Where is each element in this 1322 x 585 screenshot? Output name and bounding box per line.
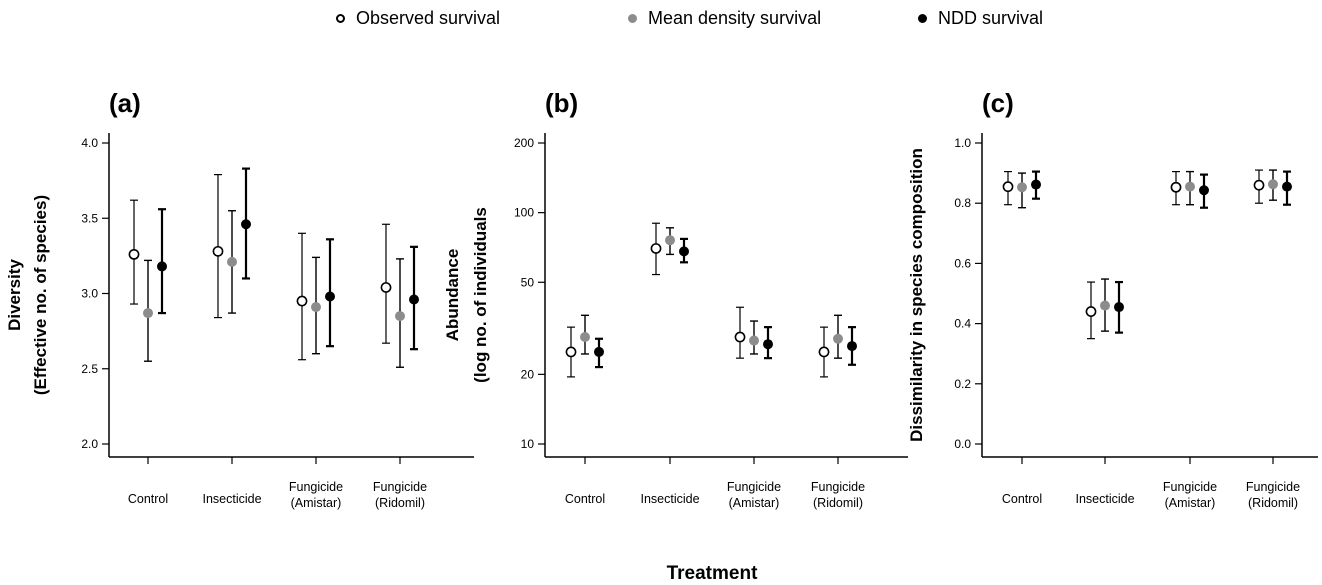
point-observed (1085, 306, 1097, 317)
y-tick-label: 20 (521, 367, 535, 381)
point-mean (311, 302, 321, 313)
point-ndd (594, 346, 604, 357)
y-tick-label: 2.0 (81, 437, 98, 451)
y-tick-label: 1.0 (954, 136, 971, 150)
x-tick-label: Control (565, 492, 605, 506)
x-tick-label: Control (128, 492, 168, 506)
x-tick-label: Insecticide (202, 492, 261, 506)
point-observed (380, 282, 392, 293)
point-mean (665, 235, 675, 246)
point-mean (1017, 182, 1027, 193)
y-axis-label: Diversity (5, 259, 24, 331)
point-mean (1185, 181, 1195, 192)
x-tick-label: Fungicide (373, 480, 427, 494)
y-tick-label: 200 (514, 136, 534, 150)
point-ndd (157, 261, 167, 272)
x-tick-label: (Ridomil) (375, 496, 425, 510)
legend-label-mean: Mean density survival (648, 8, 822, 28)
x-tick-label: Fungicide (727, 480, 781, 494)
ndd-survival-marker-icon (918, 13, 927, 23)
point-ndd (241, 219, 251, 230)
point-mean (1100, 300, 1110, 311)
x-tick-label: (Ridomil) (813, 496, 863, 510)
y-tick-label: 50 (521, 275, 535, 289)
panel-label: (b) (545, 88, 578, 118)
x-tick-label: Fungicide (289, 480, 343, 494)
point-observed (128, 248, 140, 260)
y-tick-label: 0.8 (954, 196, 971, 210)
point-mean (395, 311, 405, 322)
panel-label: (a) (109, 88, 141, 118)
observed-survival-marker-icon (336, 13, 345, 23)
y-tick-label: 0.2 (954, 377, 971, 391)
point-mean (833, 333, 843, 344)
point-ndd (1031, 179, 1041, 190)
x-tick-label: Fungicide (811, 480, 865, 494)
point-observed (1253, 179, 1265, 191)
y-tick-label: 2.5 (81, 362, 98, 376)
y-tick-label: 3.0 (81, 287, 98, 301)
x-tick-label: Control (1002, 492, 1042, 506)
y-tick-label: 4.0 (81, 136, 98, 150)
point-ndd (679, 246, 689, 257)
x-tick-label: Fungicide (1246, 480, 1300, 494)
legend-label-observed: Observed survival (356, 8, 501, 28)
x-tick-label: (Ridomil) (1248, 496, 1298, 510)
x-tick-label: (Amistar) (729, 496, 780, 510)
panel-label: (c) (982, 88, 1014, 118)
panel-b: 10 20 50 100 200 Control Insecticide Fungicide (… (443, 88, 908, 510)
point-ndd (1282, 181, 1292, 192)
legend-label-ndd: NDD survival (938, 8, 1044, 28)
panel-c: 0.0 0.2 0.4 0.6 0.8 1.0 Control Insecticide Fung… (907, 88, 1318, 510)
point-mean (749, 335, 759, 346)
point-observed (650, 243, 662, 254)
legend: Observed survival Mean density survival … (0, 8, 1322, 30)
y-tick-label: 0.6 (954, 256, 971, 270)
y-axis-label: (Effective no. of species) (31, 195, 50, 395)
point-observed (734, 331, 746, 343)
point-observed (818, 346, 830, 358)
y-tick-label: 0.0 (954, 437, 971, 451)
point-ndd (763, 339, 773, 350)
x-axis-title: Treatment (667, 563, 758, 584)
point-observed (212, 245, 224, 257)
panel-a: 2.0 2.5 3.0 3.5 4.0 Control Insecticide Fungici… (5, 88, 474, 510)
y-axis-label: Abundance (443, 249, 462, 342)
point-ndd (325, 291, 335, 302)
y-tick-label: 10 (521, 437, 535, 451)
point-mean (143, 308, 153, 319)
point-ndd (1114, 302, 1124, 313)
point-mean (1268, 179, 1278, 190)
point-observed (296, 295, 308, 307)
point-mean (580, 332, 590, 343)
y-tick-label: 3.5 (81, 211, 98, 225)
legend-item-mean: Mean density survival (628, 8, 821, 28)
point-observed (1170, 181, 1182, 193)
x-tick-label: Insecticide (1075, 492, 1134, 506)
point-observed (565, 346, 577, 358)
y-tick-label: 0.4 (954, 317, 971, 331)
point-mean (227, 256, 237, 267)
point-ndd (409, 294, 419, 305)
y-axis-label: Dissimilarity in species composition (907, 148, 926, 442)
x-tick-label: Insecticide (640, 492, 699, 506)
legend-item-ndd: NDD survival (918, 8, 1043, 28)
mean-density-survival-marker-icon (628, 13, 637, 23)
x-tick-label: (Amistar) (1165, 496, 1216, 510)
y-tick-label: 100 (514, 206, 534, 220)
legend-item-observed: Observed survival (336, 8, 500, 28)
point-ndd (847, 341, 857, 352)
point-ndd (1199, 185, 1209, 196)
point-observed (1002, 181, 1014, 193)
y-axis-label: (log no. of individuals (471, 207, 490, 383)
x-tick-label: Fungicide (1163, 480, 1217, 494)
x-tick-label: (Amistar) (291, 496, 342, 510)
